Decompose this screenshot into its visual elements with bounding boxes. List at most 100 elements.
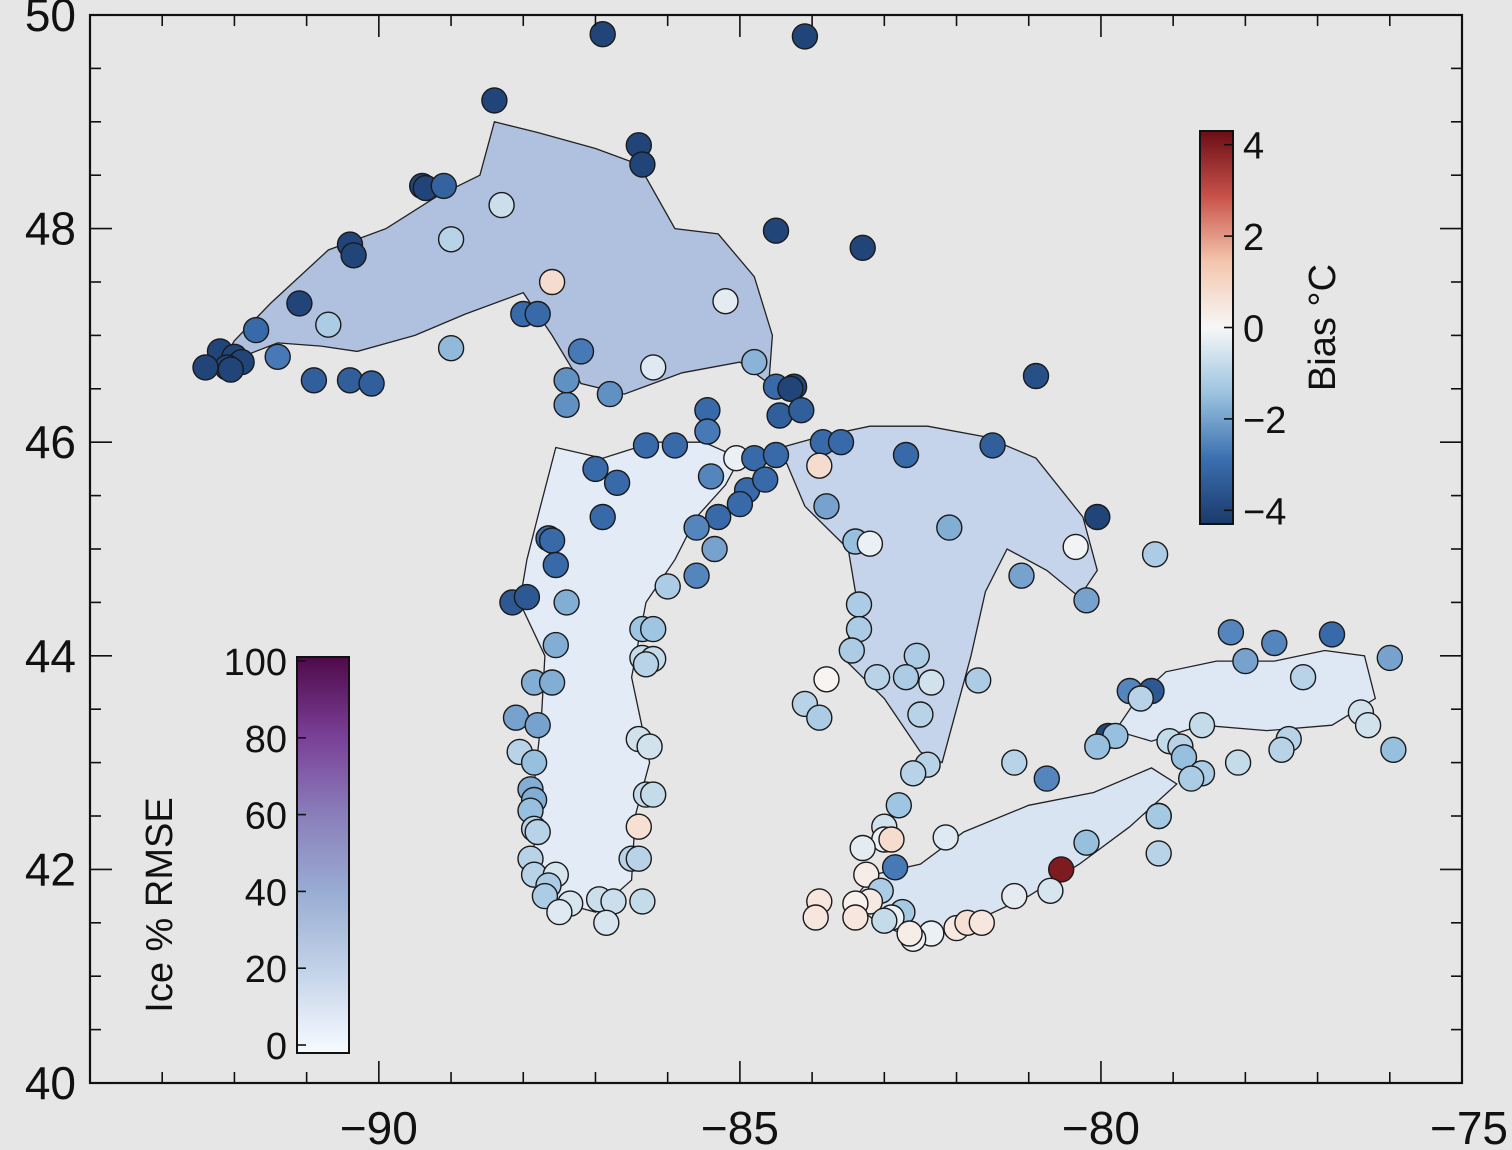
- station-marker: [900, 760, 927, 787]
- station-marker: [856, 530, 884, 557]
- station-marker: [1145, 802, 1172, 830]
- station-marker: [762, 217, 790, 244]
- station-marker: [596, 380, 624, 408]
- x-tick-label: −80: [1062, 1102, 1140, 1150]
- bias-tick-label: 4: [1243, 126, 1264, 168]
- station-marker: [1318, 621, 1346, 648]
- station-marker: [538, 527, 566, 554]
- station-marker: [802, 904, 829, 931]
- station-marker: [806, 704, 833, 731]
- station-marker: [437, 226, 465, 253]
- station-marker: [1224, 749, 1252, 776]
- station-marker: [593, 909, 620, 936]
- station-marker: [1261, 629, 1288, 657]
- station-marker: [1022, 362, 1050, 390]
- station-marker: [806, 452, 833, 479]
- bias-colorbar-ticks: 4 2 0 −2 −4: [1224, 126, 1286, 533]
- ice-colorbar-title: Ice % RMSE: [139, 797, 181, 1012]
- station-marker: [661, 432, 689, 459]
- station-marker: [1033, 765, 1061, 792]
- ice-tick-label: 0: [266, 1026, 287, 1068]
- station-marker: [1354, 712, 1382, 739]
- station-marker: [538, 268, 566, 296]
- station-marker: [701, 535, 728, 563]
- y-tick-label: 42: [25, 843, 76, 895]
- stations-layer: [192, 21, 1407, 952]
- station-marker: [838, 637, 865, 664]
- station-marker: [813, 666, 840, 693]
- station-marker: [520, 749, 548, 776]
- station-marker: [863, 664, 891, 691]
- ice-tick-label: 80: [245, 719, 287, 761]
- station-marker: [697, 463, 725, 490]
- station-marker: [286, 290, 313, 317]
- station-marker: [1145, 840, 1172, 867]
- station-marker: [524, 300, 551, 328]
- station-marker: [217, 356, 245, 383]
- station-marker: [705, 503, 732, 531]
- station-marker: [629, 151, 656, 178]
- station-marker: [849, 234, 876, 262]
- station-marker: [965, 667, 992, 694]
- station-marker: [632, 432, 660, 459]
- station-marker: [1001, 882, 1028, 910]
- station-marker: [524, 712, 551, 739]
- station-marker: [542, 551, 569, 579]
- x-tick-label: −75: [1430, 1102, 1508, 1150]
- station-marker: [1037, 877, 1064, 904]
- station-marker: [625, 813, 652, 840]
- station-marker: [336, 367, 364, 394]
- station-marker: [625, 845, 652, 872]
- station-marker: [513, 583, 541, 611]
- station-marker: [1047, 856, 1075, 883]
- station-marker: [791, 23, 819, 50]
- bias-colorbar-gradient: [1199, 130, 1234, 525]
- station-marker: [640, 781, 667, 808]
- bias-tick-label: −4: [1243, 491, 1286, 533]
- station-marker: [640, 615, 667, 643]
- lakes-layer: [218, 121, 1377, 940]
- station-marker: [488, 191, 515, 219]
- bias-tick-label: −2: [1243, 400, 1286, 442]
- station-marker: [932, 824, 959, 851]
- station-marker: [553, 367, 580, 394]
- station-marker: [813, 493, 840, 520]
- station-marker: [892, 664, 920, 691]
- station-marker: [849, 834, 876, 862]
- station-marker: [907, 701, 934, 728]
- ice-colorbar-ticks: 100 80 60 40 20 0: [224, 642, 306, 1068]
- x-tick-label: −85: [701, 1102, 779, 1150]
- station-marker: [683, 562, 710, 589]
- station-marker: [1217, 619, 1245, 646]
- station-marker: [1073, 829, 1100, 856]
- station-marker: [1232, 647, 1259, 675]
- station-marker: [340, 242, 367, 269]
- station-marker: [788, 397, 815, 424]
- station-marker: [1289, 664, 1317, 691]
- station-marker: [1062, 533, 1089, 561]
- lake-superior: [218, 121, 774, 395]
- y-tick-label: 48: [25, 203, 76, 255]
- station-marker: [878, 826, 905, 853]
- station-marker: [1188, 712, 1216, 739]
- station-marker: [524, 818, 551, 846]
- station-marker: [553, 589, 580, 616]
- station-marker: [726, 490, 754, 518]
- station-marker: [979, 432, 1006, 459]
- station-marker: [553, 391, 580, 418]
- station-marker: [1127, 685, 1154, 712]
- station-marker: [712, 288, 739, 315]
- station-marker: [741, 348, 768, 376]
- station-marker: [918, 669, 945, 696]
- y-tick-label: 40: [25, 1057, 76, 1109]
- station-marker: [1001, 749, 1028, 776]
- bias-tick-label: 2: [1243, 217, 1264, 259]
- station-marker: [968, 909, 995, 936]
- station-marker: [871, 907, 898, 934]
- y-tick-label: 50: [25, 0, 76, 41]
- station-marker: [896, 920, 923, 947]
